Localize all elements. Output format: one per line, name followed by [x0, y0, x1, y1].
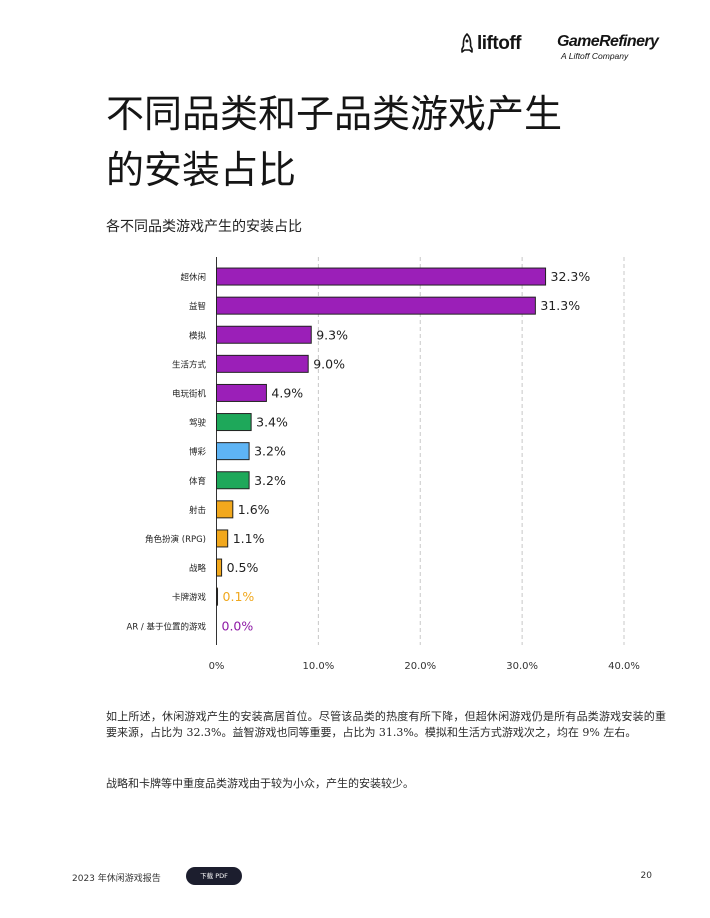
- liftoff-logo: liftoff: [461, 32, 521, 56]
- bar: [216, 529, 229, 548]
- category-label: 博彩: [189, 447, 207, 458]
- value-label: 3.4%: [256, 415, 288, 430]
- bar: [216, 325, 312, 344]
- x-tick-label: 30.0%: [506, 661, 538, 672]
- chart-subtitle: 各不同品类游戏产生的安装占比: [106, 219, 302, 235]
- value-label: 3.2%: [254, 444, 286, 459]
- x-tick-label: 10.0%: [302, 661, 334, 672]
- value-label: 0.0%: [222, 618, 254, 633]
- gamerefinery-logo: GameRefinery A Liftoff Company: [557, 33, 667, 61]
- bar: [216, 500, 234, 519]
- value-label: 4.9%: [271, 385, 303, 400]
- bar: [216, 442, 250, 461]
- page-number: 20: [640, 871, 652, 881]
- category-label: 模拟: [189, 330, 207, 341]
- category-label: 射击: [189, 505, 206, 516]
- category-label: 战略: [189, 563, 207, 574]
- footer-report-title: 2023 年休闲游戏报告: [72, 874, 161, 884]
- category-label: AR / 基于位置的游戏: [127, 621, 207, 632]
- body-paragraph-2: 战略和卡牌等中重度品类游戏由于较为小众，产生的安装较少。: [106, 777, 414, 790]
- value-label: 32.3%: [551, 269, 591, 284]
- page-title-line-2: 的安装占比: [106, 148, 297, 192]
- bar-chart: 0% 10.0% 20.0% 30.0% 40.0% 超休闲 32.3% 益智 31.3% 模拟 9…: [127, 257, 640, 672]
- value-label: 1.1%: [233, 531, 265, 546]
- category-label: 电玩街机: [172, 388, 207, 399]
- gamerefinery-logo-subtitle: A Liftoff Company: [561, 51, 629, 61]
- category-label: 体育: [189, 476, 206, 487]
- bar: [216, 587, 219, 606]
- value-label: 9.3%: [316, 327, 348, 342]
- bar: [216, 471, 250, 490]
- category-label: 驾驶: [189, 418, 207, 429]
- page-title: 不同品类和子品类游戏产生 的安装占比: [106, 86, 626, 198]
- value-label: 1.6%: [238, 502, 270, 517]
- value-label: 31.3%: [540, 298, 580, 313]
- category-label: 益智: [189, 301, 206, 312]
- category-label: 卡牌游戏: [172, 592, 207, 603]
- bar: [216, 267, 547, 286]
- gamerefinery-logo-text: GameRefinery: [557, 33, 659, 50]
- bar: [216, 354, 309, 373]
- bar: [216, 296, 536, 315]
- liftoff-logo-text: liftoff: [477, 33, 521, 54]
- bar: [216, 413, 252, 432]
- bar: [216, 383, 267, 402]
- bar: [216, 558, 223, 577]
- body-paragraph-1: 如上所述，休闲游戏产生的安装高居首位。尽管该品类的热度有所下降，但超休闲游戏仍是…: [106, 710, 666, 739]
- x-tick-label: 20.0%: [404, 661, 436, 672]
- value-label: 9.0%: [313, 356, 345, 371]
- rocket-icon: [461, 33, 473, 53]
- category-label: 生活方式: [172, 359, 207, 370]
- x-tick-label: 0%: [209, 661, 225, 672]
- download-pdf-button[interactable]: 下载 PDF: [186, 867, 242, 885]
- page-title-line-1: 不同品类和子品类游戏产生: [106, 92, 563, 136]
- category-label: 超休闲: [180, 272, 206, 283]
- value-label: 3.2%: [254, 473, 286, 488]
- value-label: 0.1%: [223, 589, 255, 604]
- x-tick-label: 40.0%: [608, 661, 640, 672]
- value-label: 0.5%: [227, 560, 259, 575]
- category-label: 角色扮演 (RPG): [145, 534, 206, 545]
